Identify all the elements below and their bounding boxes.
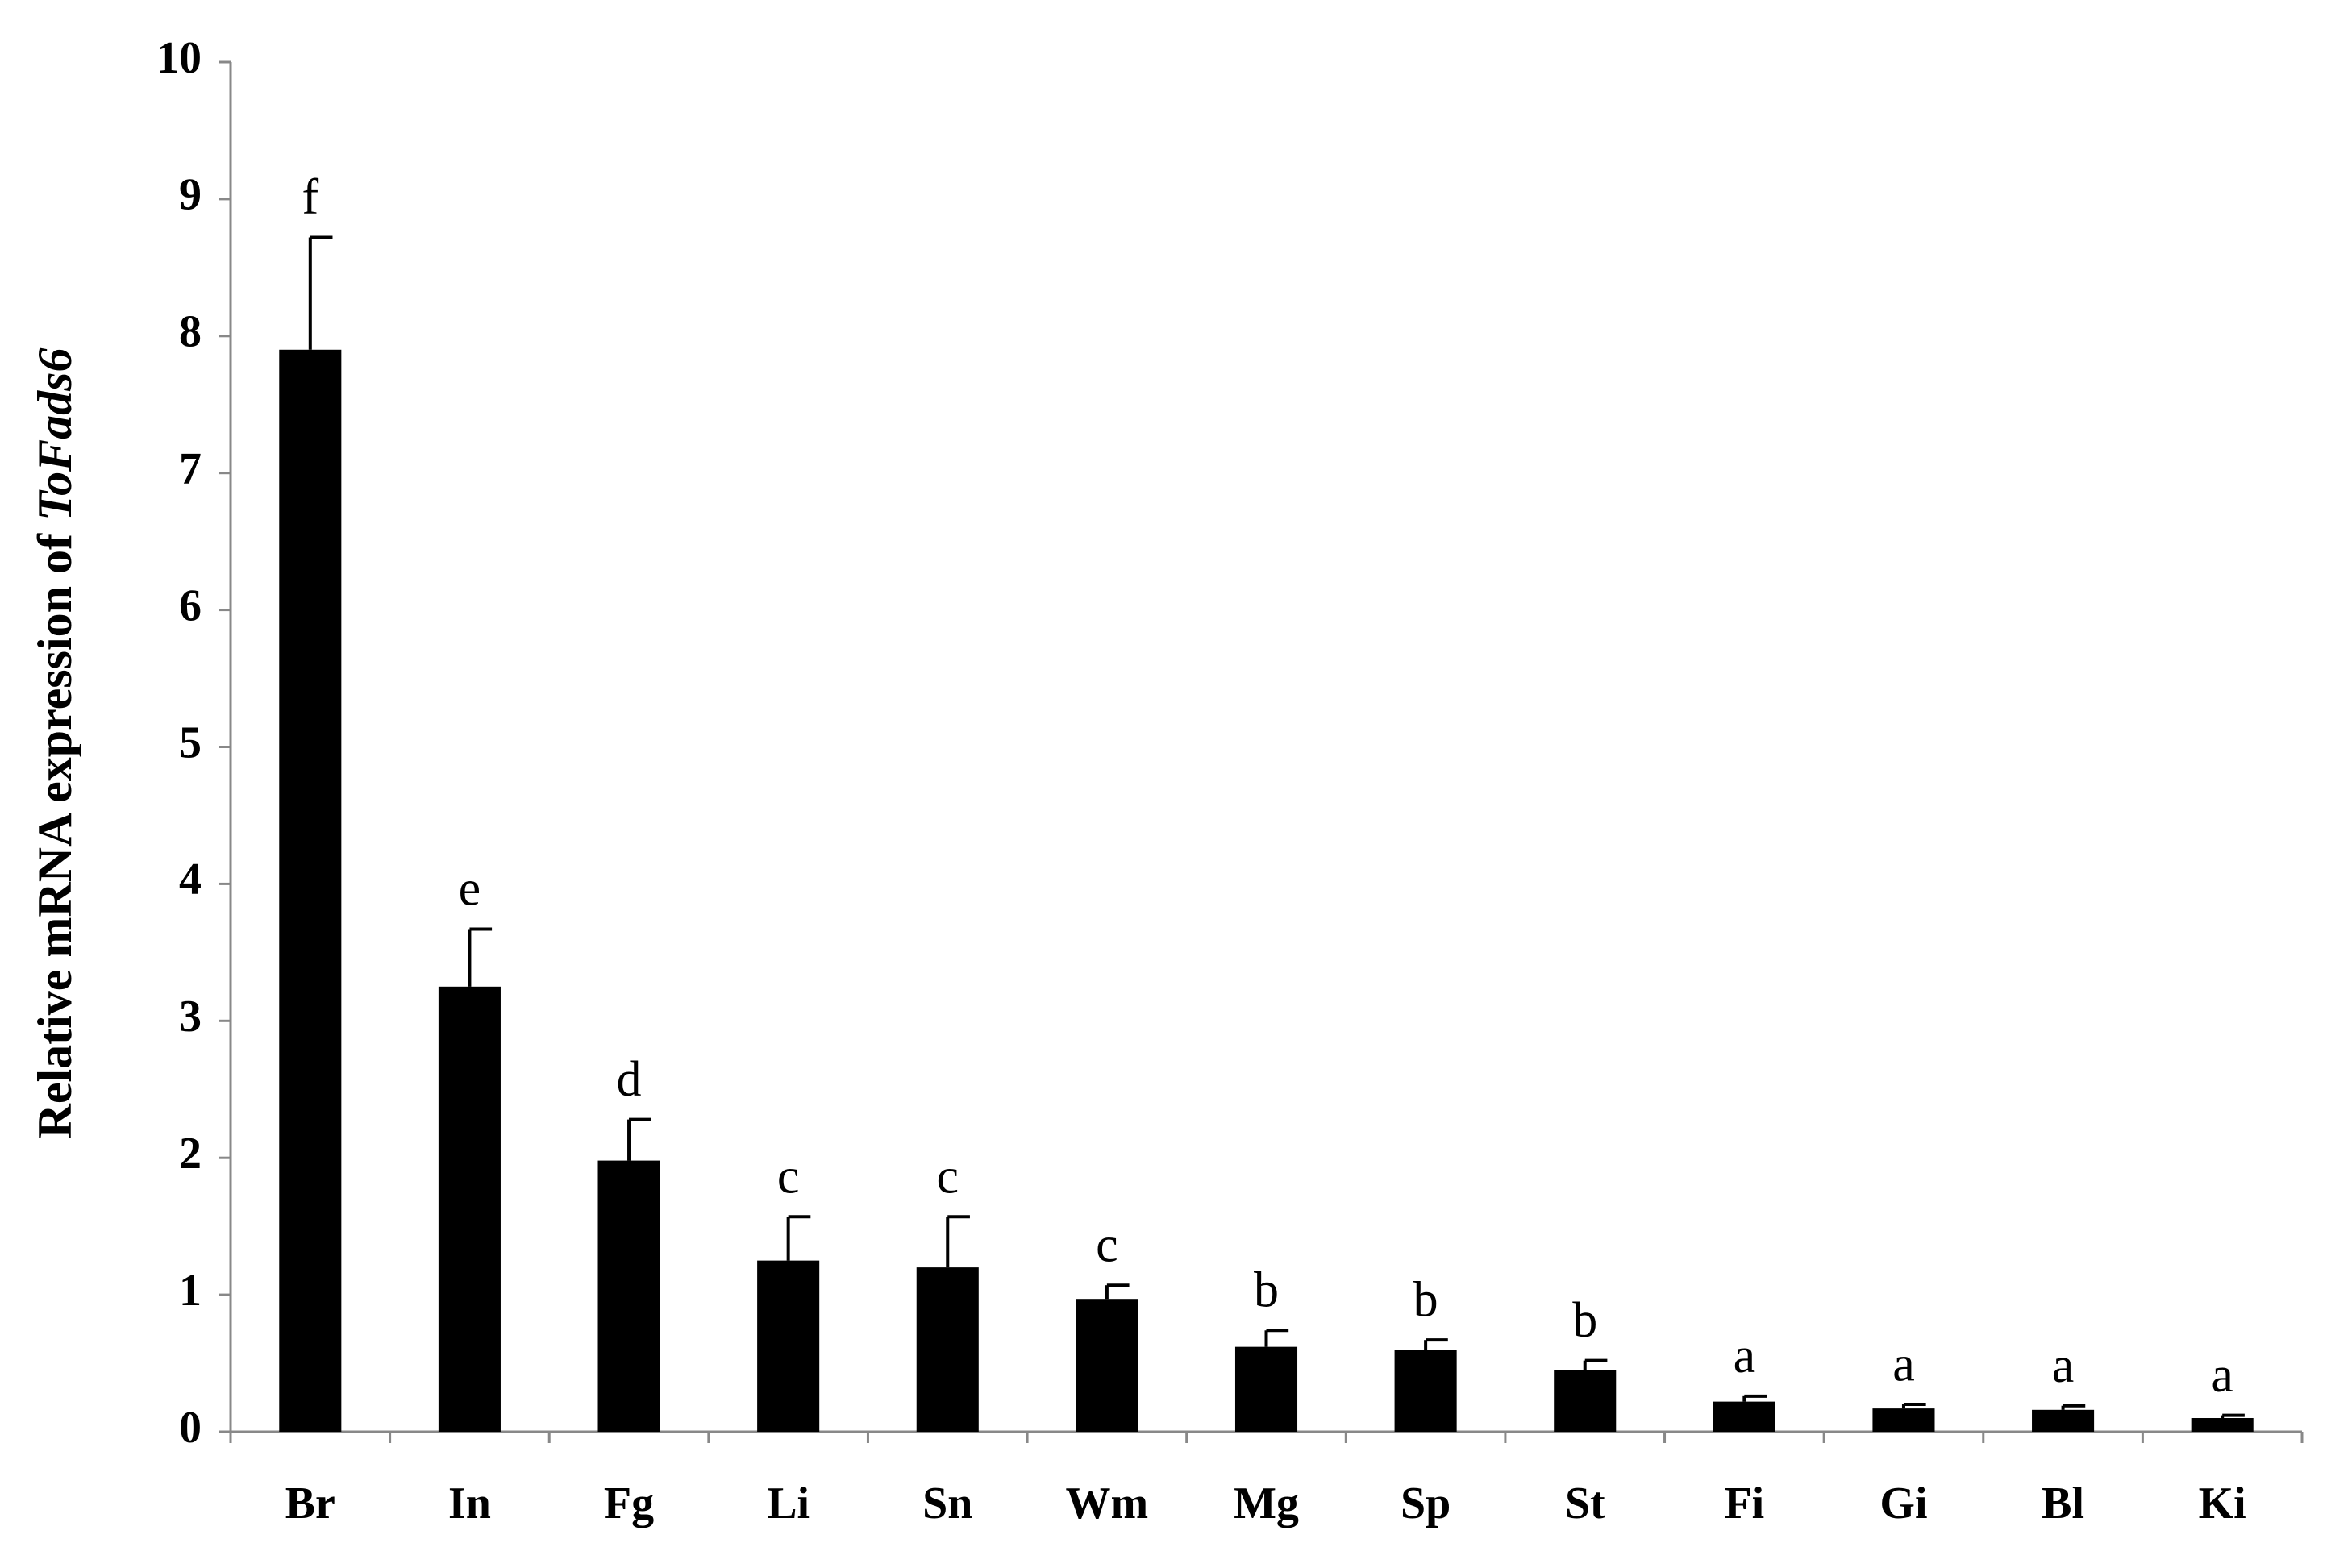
significance-letter: a (2052, 1338, 2075, 1393)
bar (1713, 1401, 1775, 1432)
bar (1872, 1408, 1935, 1432)
bar (757, 1260, 820, 1432)
x-tick-label: Gi (1879, 1479, 1927, 1528)
y-tick-label: 5 (179, 717, 202, 767)
bar (279, 349, 342, 1432)
bar (2191, 1418, 2254, 1432)
bar (2032, 1409, 2095, 1432)
x-tick-label: Li (767, 1479, 810, 1528)
x-tick-label: Fi (1724, 1479, 1764, 1528)
x-tick-label: Br (285, 1479, 335, 1528)
bar (916, 1267, 979, 1432)
significance-letter: d (617, 1052, 642, 1107)
y-tick-label: 0 (179, 1403, 202, 1453)
x-tick-label: Sp (1401, 1479, 1451, 1528)
x-tick-label: In (448, 1479, 491, 1528)
significance-letter: b (1572, 1293, 1597, 1348)
x-tick-label: Wm (1066, 1479, 1149, 1528)
x-tick-label: Fg (604, 1479, 654, 1528)
y-tick-label: 3 (179, 992, 202, 1042)
y-label-text: Relative mRNA expression of (28, 533, 81, 1138)
y-tick-label: 2 (179, 1129, 202, 1179)
significance-letter: c (1096, 1217, 1118, 1272)
y-label-gene: ToFads6 (28, 348, 81, 522)
y-tick-label: 9 (179, 170, 202, 220)
significance-letter: b (1254, 1263, 1279, 1318)
significance-letter: a (1734, 1329, 1756, 1383)
significance-letter: e (459, 862, 481, 917)
y-tick-label: 7 (179, 444, 202, 494)
y-tick-label: 6 (179, 580, 202, 630)
significance-letter: c (777, 1149, 800, 1204)
x-tick-label: Sn (922, 1479, 972, 1528)
y-axis-label: Relative mRNA expression of ToFads6 (28, 348, 81, 1139)
bar (438, 986, 501, 1432)
bar (1394, 1350, 1457, 1432)
y-tick-label: 4 (179, 855, 202, 905)
significance-letter: f (302, 170, 318, 225)
significance-letter: b (1413, 1272, 1438, 1327)
x-tick-label: Mg (1234, 1479, 1299, 1528)
y-tick-label: 1 (179, 1266, 202, 1316)
x-tick-label: Ki (2199, 1479, 2246, 1528)
significance-letter: c (937, 1149, 959, 1204)
significance-letter: a (1892, 1337, 1915, 1391)
significance-letter: a (2211, 1348, 2233, 1403)
y-tick-label: 10 (156, 33, 202, 83)
bar (1234, 1346, 1298, 1432)
bar (597, 1160, 660, 1432)
x-tick-label: St (1565, 1479, 1605, 1528)
y-tick-label: 8 (179, 307, 202, 357)
bar (1554, 1370, 1617, 1432)
x-tick-label: Bl (2042, 1479, 2084, 1528)
bar (1076, 1299, 1138, 1432)
